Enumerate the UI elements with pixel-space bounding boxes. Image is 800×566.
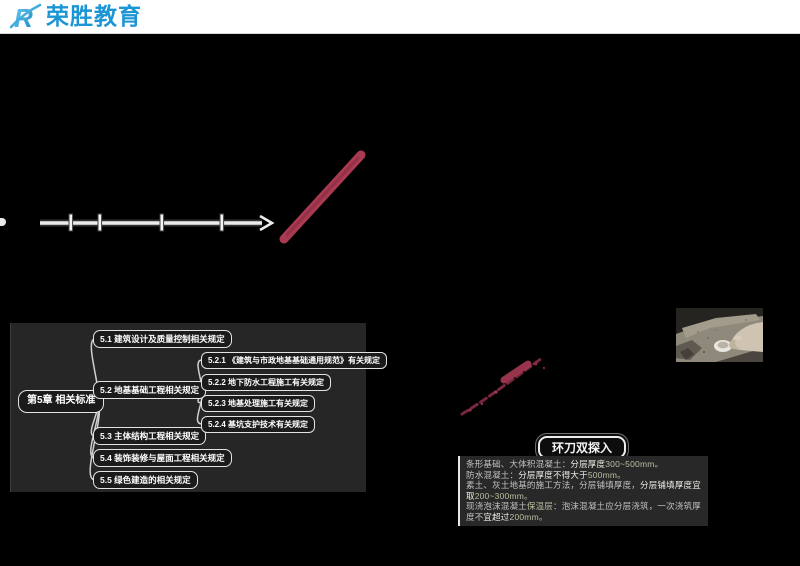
note-line: 素土、灰土地基的施工方法，分层铺填厚度，分层铺填厚度宜取200~300mm。 xyxy=(466,480,701,501)
mindmap-node-5-2-2: 5.2.2 地下防水工程施工有关规定 xyxy=(201,374,332,391)
red-marker-stroke xyxy=(279,150,366,244)
timeline-ticks xyxy=(68,213,225,232)
note-panel: 条形基础、大体积混凝土：分层厚度300~500mm。 防水混凝土：分层厚度不得大于… xyxy=(458,456,708,526)
mindmap-node-5-4: 5.4 装饰装修与屋面工程相关规定 xyxy=(93,449,232,467)
mindmap-node-5-2-1: 5.2.1 《建筑与市政地基基础通用规范》有关规定 xyxy=(201,352,388,369)
mindmap-node-5-2: 5.2 地基基础工程相关规定 xyxy=(93,381,207,399)
note-line: 条形基础、大体积混凝土：分层厚度300~500mm。 xyxy=(466,459,664,469)
mindmap-root-node: 第5章 相关标准 xyxy=(18,390,105,413)
logo: R 荣胜教育 xyxy=(0,3,142,31)
mindmap-node-5-3: 5.3 主体结构工程相关规定 xyxy=(93,427,207,445)
right-arrow-timeline-annotation xyxy=(40,213,275,232)
brand-bar: R 荣胜教育 xyxy=(0,0,800,34)
mindmap-node-5-2-3: 5.2.3 地基处理施工有关规定 xyxy=(201,395,316,412)
ring-cutter-soil-sampling-photo xyxy=(676,308,763,362)
edge-dot xyxy=(0,218,6,226)
note-line: 防水混凝土：分层厚度不得大于500mm。 xyxy=(466,469,626,480)
mindmap-panel: 第5章 相关标准 5.1 建筑设计及质量控制相关规定 5.2 地基基础工程相关规… xyxy=(10,323,388,492)
logo-text: 荣胜教育 xyxy=(46,3,142,29)
rongsheng-r-logo-icon: R xyxy=(10,3,42,31)
red-scribble-stroke xyxy=(460,356,546,416)
mindmap-node-5-5: 5.5 绿色建造的相关规定 xyxy=(93,471,198,489)
mindmap-node-5-2-4: 5.2.4 基坑支护技术有关规定 xyxy=(201,416,316,433)
mindmap-node-5-1: 5.1 建筑设计及质量控制相关规定 xyxy=(93,330,232,348)
note-line: 现浇泡沫混凝土保温层：泡沫混凝土应分层浇筑，一次浇筑厚度不宜超过200mm。 xyxy=(466,501,701,522)
